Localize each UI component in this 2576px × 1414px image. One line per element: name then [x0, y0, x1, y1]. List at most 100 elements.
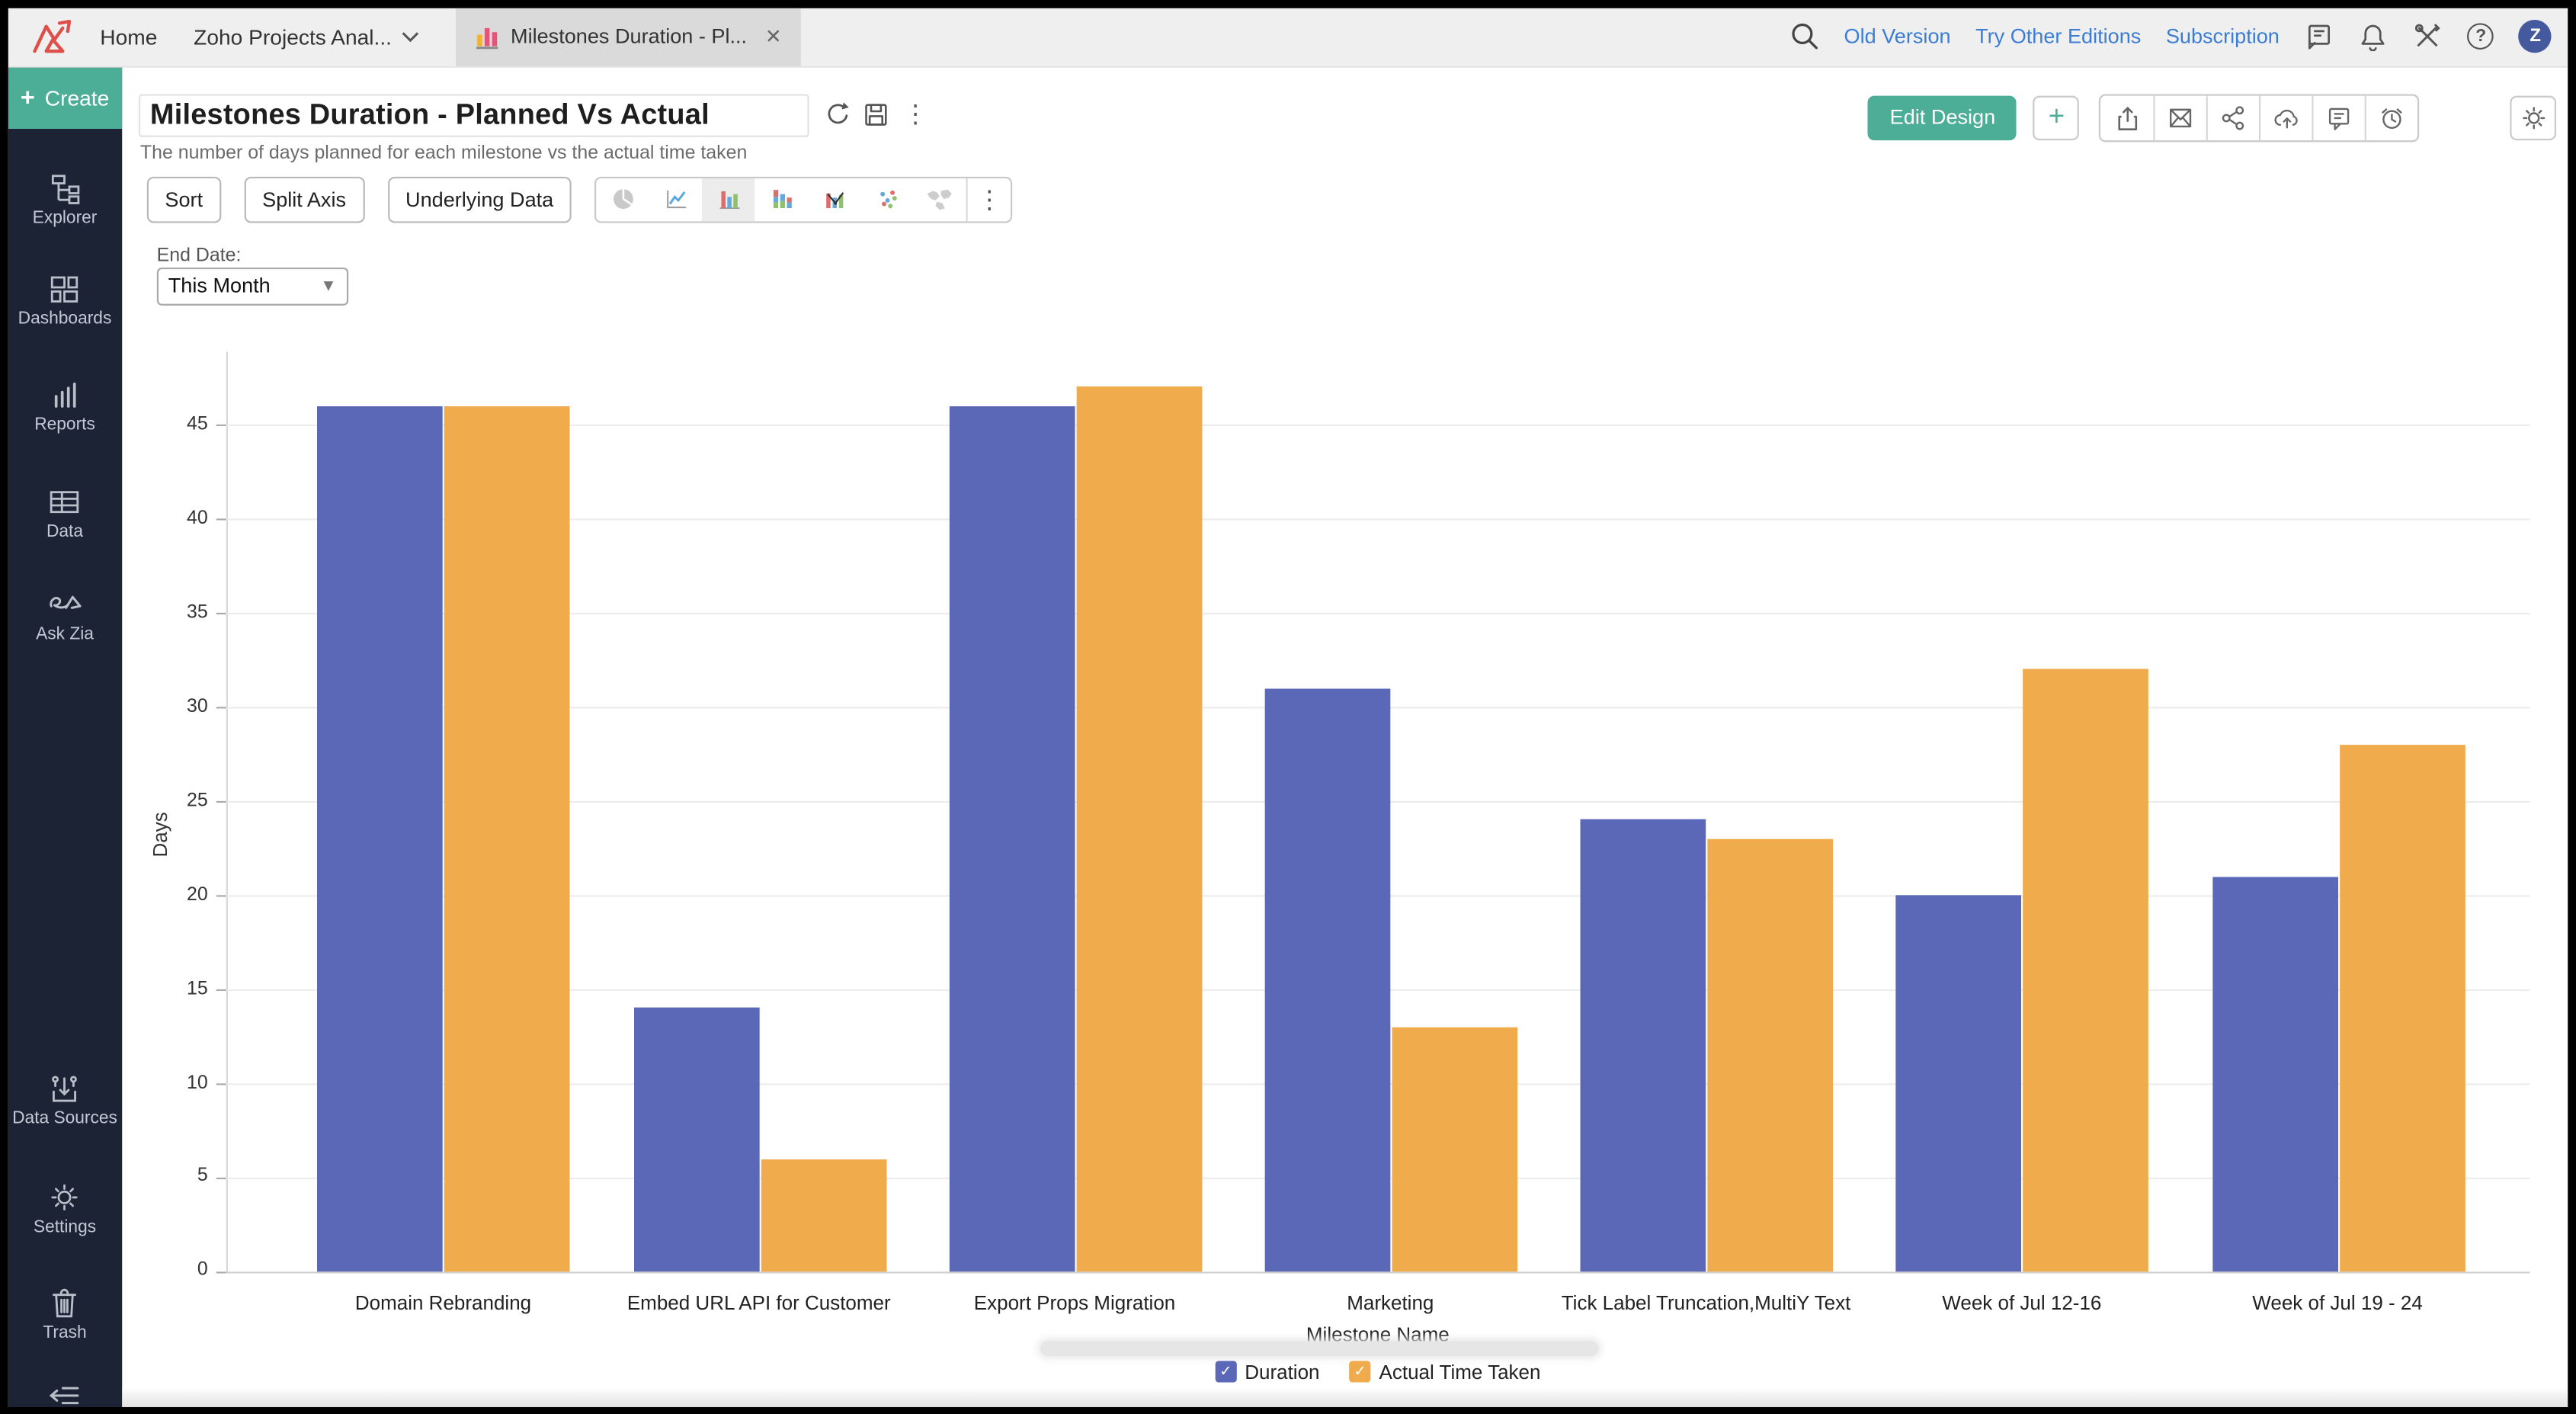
bar-duration[interactable]	[1896, 895, 2022, 1272]
title-more-options-button[interactable]: ⋮	[902, 100, 928, 129]
bar-duration[interactable]	[317, 406, 444, 1272]
link-try-other-editions[interactable]: Try Other Editions	[1975, 24, 2142, 49]
page-title: Milestones Duration - Planned Vs Actual	[149, 98, 710, 131]
y-axis-tick	[216, 800, 226, 803]
explorer-icon	[52, 174, 80, 204]
bar-actual-time-taken[interactable]	[2023, 669, 2149, 1272]
bar-actual-time-taken[interactable]	[444, 406, 571, 1272]
y-axis-tick	[216, 518, 226, 521]
split-axis-button[interactable]: Split Axis	[244, 175, 364, 223]
sidebar-item-data[interactable]: Data	[8, 485, 122, 541]
publish-button[interactable]	[2259, 95, 2312, 140]
bar-duration[interactable]	[1580, 819, 1706, 1272]
dashboards-icon	[51, 275, 78, 302]
legend-checkbox[interactable]: ✓	[1349, 1361, 1371, 1383]
export-button[interactable]	[2101, 95, 2154, 140]
chart-type-pie[interactable]	[597, 178, 649, 220]
more-chart-types-button[interactable]: ⋮	[976, 185, 1002, 214]
refresh-icon	[828, 101, 849, 123]
sidebar-item-data-sources[interactable]: Data Sources	[8, 1071, 122, 1127]
stacked-bar-icon	[773, 190, 792, 209]
report-content: Milestones Duration - Planned Vs Actual …	[122, 66, 2569, 1407]
horizontal-scrollbar-thumb[interactable]	[1040, 1340, 1599, 1355]
sidebar-item-reports[interactable]: Reports	[8, 377, 122, 434]
legend-checkbox[interactable]: ✓	[1215, 1361, 1237, 1383]
sidebar-item-dashboards[interactable]: Dashboards	[8, 272, 122, 328]
comments-button[interactable]	[2312, 95, 2365, 140]
legend-label: Actual Time Taken	[1379, 1360, 1541, 1384]
export-icon	[2118, 106, 2137, 130]
bar-duration[interactable]	[1264, 688, 1391, 1272]
chevron-down-icon	[402, 31, 419, 42]
chart-type-bar-selected[interactable]	[702, 178, 755, 221]
sidebar-item-settings[interactable]: Settings	[8, 1180, 122, 1236]
edit-design-button[interactable]: Edit Design	[1868, 95, 2017, 140]
chart-type-map[interactable]	[914, 178, 966, 220]
create-button[interactable]: + Create	[7, 66, 123, 129]
chart-type-switcher: ⋮	[594, 175, 1013, 223]
sort-button[interactable]: Sort	[146, 175, 221, 223]
y-axis-tick-label: 15	[187, 978, 208, 999]
add-button[interactable]: +	[2033, 95, 2080, 140]
link-subscription[interactable]: Subscription	[2165, 24, 2280, 49]
chart-type-stacked-bar[interactable]	[755, 178, 808, 220]
cloud-upload-icon	[2274, 109, 2298, 128]
report-settings-button[interactable]	[2510, 95, 2557, 140]
bar-actual-time-taken[interactable]	[1076, 386, 1202, 1272]
search-icon[interactable]	[1789, 21, 1819, 51]
chart-type-line[interactable]	[649, 178, 702, 220]
nav-home[interactable]: Home	[100, 24, 158, 50]
bar-actual-time-taken[interactable]	[2339, 744, 2465, 1272]
sidebar-item-ask-zia[interactable]: Ask Zia	[8, 587, 122, 643]
y-axis-tick-label: 25	[187, 790, 208, 810]
y-axis-tick	[216, 1271, 226, 1274]
email-button[interactable]	[2154, 95, 2206, 140]
bar-actual-time-taken[interactable]	[1707, 838, 1834, 1272]
y-axis-tick	[216, 989, 226, 992]
x-axis-category-label: Week of Jul 12-16	[1942, 1291, 2102, 1314]
x-axis-category-label: Export Props Migration	[973, 1291, 1176, 1314]
chart-type-scatter[interactable]	[860, 178, 913, 220]
underlying-data-button[interactable]: Underlying Data	[387, 175, 572, 223]
schedule-alert-button[interactable]	[2365, 95, 2418, 140]
y-axis-tick-label: 30	[187, 696, 208, 717]
share-button[interactable]	[2206, 95, 2260, 140]
help-icon[interactable]: ?	[2467, 23, 2494, 50]
dropdown-caret-icon: ▼	[320, 277, 337, 295]
link-old-version[interactable]: Old Version	[1844, 24, 1951, 49]
sidebar-item-explorer[interactable]: Explorer	[8, 171, 122, 227]
user-avatar[interactable]: Z	[2519, 20, 2552, 53]
sidebar-item-trash[interactable]: Trash	[8, 1286, 122, 1342]
gridline	[226, 518, 2530, 521]
feedback-icon[interactable]	[2304, 21, 2334, 51]
header-actions: Edit Design +	[1868, 93, 2557, 142]
gridline	[226, 424, 2530, 427]
pie-chart-icon	[613, 189, 633, 210]
workspace-switcher[interactable]: Zoho Projects Anal...	[194, 24, 420, 49]
bar-duration[interactable]	[2212, 876, 2338, 1272]
tab-milestones-report[interactable]: Milestones Duration - Pl... ✕	[456, 7, 802, 66]
bar-actual-time-taken[interactable]	[760, 1159, 886, 1272]
legend-label: Duration	[1245, 1360, 1320, 1384]
zoho-analytics-logo-icon[interactable]	[30, 17, 73, 56]
y-axis-tick	[216, 707, 226, 709]
chart-type-combo[interactable]	[808, 178, 860, 220]
legend-item[interactable]: ✓ Duration	[1215, 1360, 1320, 1384]
tools-icon[interactable]	[2413, 21, 2443, 51]
tab-title: Milestones Duration - Pl...	[511, 24, 748, 49]
bar-duration[interactable]	[633, 1008, 759, 1272]
notifications-bell-icon[interactable]	[2359, 21, 2389, 52]
end-date-dropdown[interactable]: This Month ▼	[156, 267, 348, 305]
save-button[interactable]	[862, 100, 890, 128]
legend-item[interactable]: ✓ Actual Time Taken	[1349, 1360, 1541, 1384]
bar-duration[interactable]	[949, 406, 1075, 1272]
tab-close-icon[interactable]: ✕	[764, 24, 782, 49]
y-axis-tick-label: 40	[187, 508, 208, 528]
data-sources-icon	[52, 1075, 78, 1101]
report-title-box[interactable]: Milestones Duration - Planned Vs Actual	[138, 93, 809, 136]
refresh-button[interactable]	[822, 100, 851, 128]
sidebar-collapse-button[interactable]	[8, 1382, 122, 1407]
bar-actual-time-taken[interactable]	[1392, 1027, 1518, 1272]
topbar: Home Zoho Projects Anal... Milestones Du…	[7, 7, 2569, 67]
